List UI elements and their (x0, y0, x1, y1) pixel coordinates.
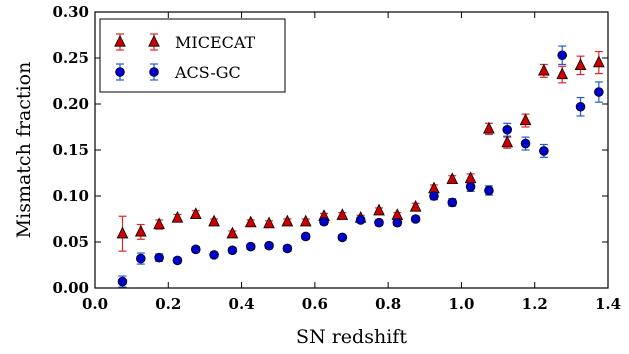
micecat-point (244, 215, 257, 228)
acs-gc-point (355, 215, 366, 225)
acs-gc-point (154, 252, 164, 263)
micecat-point (134, 224, 147, 237)
acs-gc-point (410, 214, 421, 224)
micecat-point (226, 226, 239, 239)
micecat-point (556, 67, 569, 80)
x-tick-label: 1.4 (595, 295, 621, 313)
micecat-point (281, 214, 294, 227)
legend-box (99, 18, 286, 93)
acs-gc-point (429, 191, 439, 201)
x-axis-ticks: 0.0 0.2 0.4 0.6 0.8 1.0 1.2 1.4 (82, 12, 621, 313)
y-tick-label: 0.10 (52, 187, 89, 205)
acs-gc-point (392, 217, 403, 228)
micecat-point (592, 55, 605, 68)
acs-gc-point (190, 244, 201, 255)
micecat-point (373, 203, 385, 216)
micecat-point (336, 208, 349, 220)
legend-circle-marker (115, 67, 125, 77)
micecat-point (153, 217, 165, 230)
y-tick-label: 0.20 (52, 95, 89, 113)
micecat-point (299, 214, 312, 227)
x-tick-label: 0.0 (82, 295, 108, 313)
micecat-point (519, 113, 532, 126)
x-tick-label: 0.4 (229, 295, 255, 313)
acs-gc-point (484, 185, 494, 196)
acs-gc-point (539, 146, 549, 156)
acs-gc-point (520, 138, 531, 149)
micecat-point (116, 226, 129, 239)
acs-gc-point (594, 87, 604, 97)
acs-gc-point (319, 216, 329, 227)
y-axis-ticks: 0.00 0.05 0.10 0.15 0.20 0.25 0.30 (52, 3, 608, 297)
micecat-point (189, 207, 202, 220)
micecat-point (171, 210, 184, 223)
x-tick-label: 1.2 (522, 295, 548, 313)
micecat-point (538, 63, 550, 76)
x-axis-title: SN redshift (296, 326, 407, 348)
acs-gc-point (557, 50, 567, 61)
acs-gc-point (117, 276, 128, 287)
legend-symbol-micecat (114, 33, 160, 51)
acs-gc-point (282, 243, 293, 254)
x-tick-label: 0.2 (155, 295, 181, 313)
markers-layer (116, 50, 605, 287)
legend-triangle-marker (148, 34, 160, 47)
x-tick-label: 0.8 (375, 295, 401, 313)
acs-gc-point (264, 240, 274, 251)
acs-gc-point (172, 255, 183, 266)
acs-gc-point (245, 241, 256, 252)
acs-gc-point (502, 124, 513, 135)
legend-label-micecat: MICECAT (175, 33, 256, 52)
y-tick-label: 0.05 (52, 233, 89, 251)
legend-triangle-marker (114, 34, 126, 47)
acs-gc-point (447, 197, 458, 208)
y-tick-label: 0.30 (52, 3, 89, 21)
legend: MICECAT ACS-GC (99, 18, 286, 93)
acs-gc-point (227, 245, 238, 256)
x-tick-label: 1.0 (448, 295, 474, 313)
y-tick-label: 0.00 (52, 279, 89, 297)
micecat-point (208, 214, 220, 227)
acs-gc-point (575, 101, 586, 112)
acs-gc-point (136, 253, 146, 264)
micecat-point (501, 135, 514, 148)
micecat-point (263, 216, 275, 229)
acs-gc-point (209, 250, 219, 260)
y-tick-label: 0.15 (52, 141, 89, 159)
micecat-point (574, 58, 587, 70)
y-axis-title: Mismatch fraction (13, 62, 35, 239)
legend-circle-marker (149, 67, 159, 77)
legend-symbol-acs-gc (115, 63, 159, 81)
x-tick-label: 0.6 (302, 295, 328, 313)
legend-label-acs-gc: ACS-GC (174, 63, 241, 82)
micecat-point (409, 199, 422, 212)
acs-gc-point (337, 232, 348, 243)
y-tick-label: 0.25 (52, 49, 89, 67)
micecat-point (483, 121, 495, 134)
micecat-point (446, 172, 459, 185)
acs-gc-point (374, 217, 384, 228)
acs-gc-point (465, 182, 476, 192)
acs-gc-point (300, 231, 311, 242)
